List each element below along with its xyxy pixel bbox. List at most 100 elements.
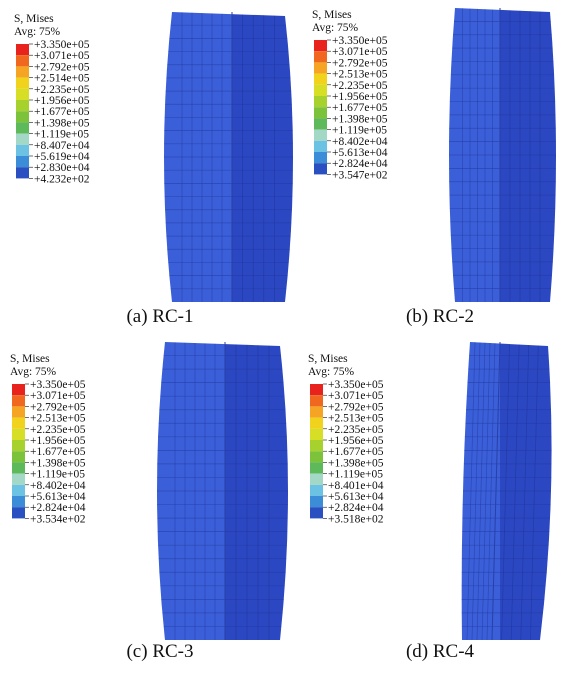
legend-label: +1.119e+05 <box>30 469 85 481</box>
legend-label: +3.071e+05 <box>328 390 384 402</box>
legend-label: +3.518e+02 <box>328 513 384 525</box>
legend-swatch <box>12 440 25 451</box>
legend-title: S, Mises <box>308 353 348 365</box>
legend-label: +1.119e+05 <box>328 469 383 481</box>
legend-swatch <box>12 462 25 473</box>
legend-swatch <box>314 85 327 96</box>
legend-swatch <box>12 485 25 496</box>
legend-label: +5.613e+04 <box>30 491 86 503</box>
legend-label: +2.513e+05 <box>332 69 388 81</box>
legend-swatch <box>314 118 327 129</box>
legend-swatch <box>310 474 323 485</box>
legend-label: +8.407e+04 <box>34 140 90 152</box>
legend-swatch <box>314 152 327 163</box>
legend-swatch <box>310 507 323 518</box>
caption: (a) RC-1 <box>126 306 193 327</box>
legend-subtitle: Avg: 75% <box>14 26 61 38</box>
caption: (b) RC-2 <box>406 306 474 327</box>
legend-label: +2.235e+05 <box>332 80 388 92</box>
legend-label: +1.398e+05 <box>30 457 86 469</box>
column-model <box>425 3 565 307</box>
legend-label: +3.071e+05 <box>332 46 388 58</box>
legend-swatch <box>314 62 327 73</box>
legend-swatch <box>310 496 323 507</box>
legend-swatch <box>310 451 323 462</box>
legend-label: +2.513e+05 <box>328 413 384 425</box>
legend-label: +2.792e+05 <box>328 401 384 413</box>
legend-swatch <box>16 100 29 111</box>
legend-swatch <box>16 134 29 145</box>
legend-label: +2.824e+04 <box>328 502 384 514</box>
legend-label: +5.613e+04 <box>328 491 384 503</box>
legend-label: +2.830e+04 <box>34 162 90 174</box>
legend-label: +1.398e+05 <box>332 113 388 125</box>
legend-label: +1.119e+05 <box>34 129 89 141</box>
legend-swatch <box>314 130 327 141</box>
legend-swatch <box>16 111 29 122</box>
legend-label: +8.402e+04 <box>30 480 86 492</box>
legend-label: +2.235e+05 <box>328 424 384 436</box>
legend-swatch <box>12 384 25 395</box>
legend-swatch <box>314 40 327 51</box>
legend-swatch <box>12 429 25 440</box>
legend-swatch <box>16 145 29 156</box>
legend-swatch <box>310 406 323 417</box>
legend-label: +2.513e+05 <box>30 413 86 425</box>
legend-swatch <box>12 395 25 406</box>
legend-title: S, Mises <box>312 9 352 21</box>
legend-label: +1.677e+05 <box>332 102 388 114</box>
legend-swatch <box>12 406 25 417</box>
legend-swatch <box>310 395 323 406</box>
caption: (d) RC-4 <box>406 641 475 662</box>
legend-swatch <box>12 474 25 485</box>
legend-label: +2.792e+05 <box>34 61 90 73</box>
legend-title: S, Mises <box>14 13 54 25</box>
legend-label: +1.398e+05 <box>34 117 90 129</box>
legend-label: +1.956e+05 <box>328 435 384 447</box>
legend-swatch <box>310 485 323 496</box>
legend-swatch <box>12 451 25 462</box>
legend-swatch <box>310 462 323 473</box>
legend-label: +2.792e+05 <box>30 401 86 413</box>
legend-swatch <box>16 66 29 77</box>
legend-label: +2.824e+04 <box>30 502 86 514</box>
legend-swatch <box>310 429 323 440</box>
legend-swatch <box>16 55 29 66</box>
legend-label: +8.401e+04 <box>328 480 384 492</box>
column-model <box>142 7 315 307</box>
legend-swatch <box>314 51 327 62</box>
legend-swatch <box>16 167 29 178</box>
legend-label: +3.071e+05 <box>30 390 86 402</box>
legend-swatch <box>16 156 29 167</box>
legend-swatch <box>16 78 29 89</box>
legend-swatch <box>310 440 323 451</box>
legend-label: +3.350e+05 <box>332 35 388 47</box>
legend-label: +3.350e+05 <box>30 379 86 391</box>
legend-label: +3.071e+05 <box>34 50 90 62</box>
legend-label: +1.956e+05 <box>30 435 86 447</box>
legend-label: +2.792e+05 <box>332 57 388 69</box>
legend-label: +3.547e+02 <box>332 169 388 181</box>
legend-label: +4.232e+02 <box>34 173 90 185</box>
figure: S, MisesAvg: 75%+3.350e+05+3.071e+05+2.7… <box>0 0 565 669</box>
legend-swatch <box>314 74 327 85</box>
legend-label: +2.824e+04 <box>332 158 388 170</box>
legend-swatch <box>314 107 327 118</box>
legend-swatch <box>12 507 25 518</box>
legend-label: +1.119e+05 <box>332 125 387 137</box>
column-model <box>135 337 310 645</box>
legend-subtitle: Avg: 75% <box>312 22 359 34</box>
legend-label: +1.956e+05 <box>34 95 90 107</box>
legend-swatch <box>16 89 29 100</box>
legend-label: +3.350e+05 <box>34 39 90 51</box>
column-model <box>440 337 565 645</box>
legend-label: +1.677e+05 <box>34 106 90 118</box>
legend-subtitle: Avg: 75% <box>308 366 355 378</box>
legend-label: +2.514e+05 <box>34 73 90 85</box>
legend-swatch <box>12 418 25 429</box>
legend-swatch <box>16 122 29 133</box>
